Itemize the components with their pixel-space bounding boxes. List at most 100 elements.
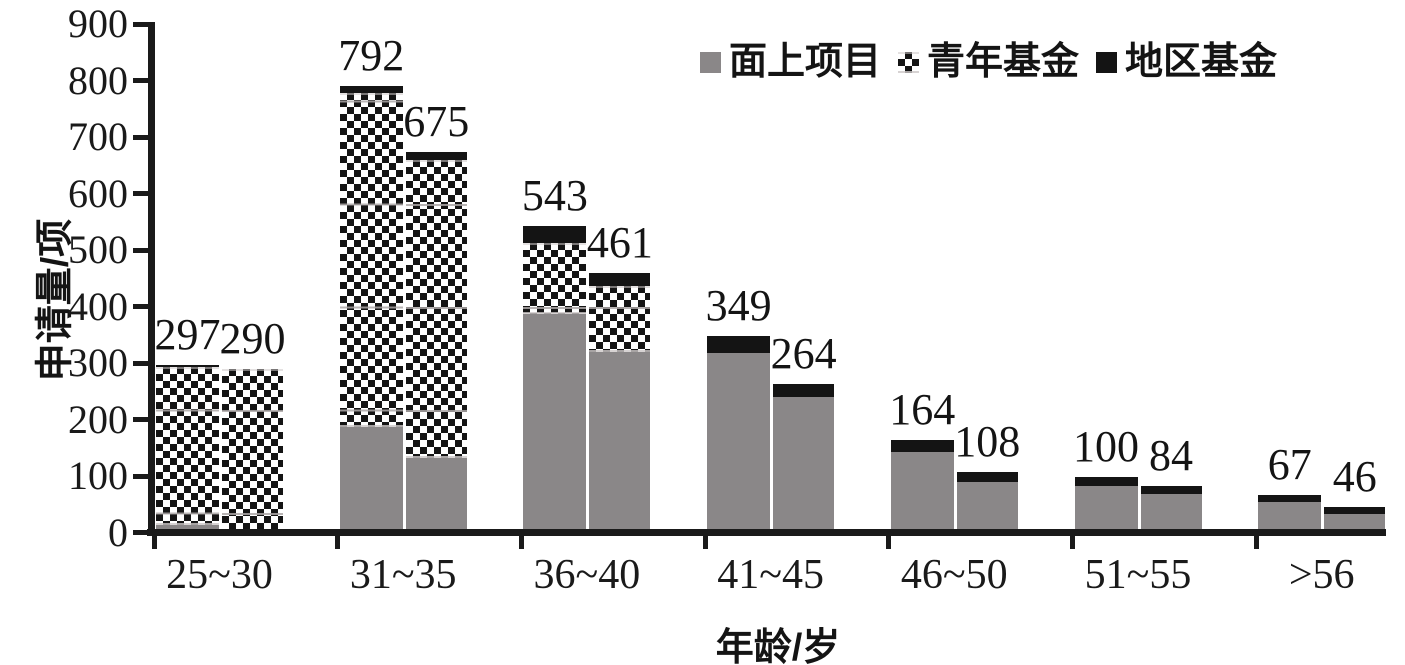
segment-regional-fund <box>773 383 835 398</box>
stacked-bar-51~55-1 <box>1074 476 1138 533</box>
bar-total-label: 792 <box>338 30 405 80</box>
y-axis-line <box>148 22 155 536</box>
x-tick-label: 46~50 <box>900 552 1008 598</box>
segment-general-program <box>523 313 587 533</box>
x-tick-mark <box>335 536 341 549</box>
y-tick-mark <box>133 360 148 366</box>
bar-total-label: 264 <box>770 328 837 378</box>
stacked-bar-46~50-1 <box>890 440 954 533</box>
stacked-bar-31~35-2 <box>405 151 467 533</box>
segment-general-program <box>1324 513 1386 533</box>
y-tick-mark <box>133 473 148 479</box>
segment-regional-fund <box>707 335 771 354</box>
x-tick-label: 36~40 <box>533 552 641 598</box>
bar-total-label: 84 <box>1149 430 1193 480</box>
segment-regional-fund <box>405 151 467 161</box>
segment-regional-fund <box>589 272 651 287</box>
y-tick-mark <box>133 304 148 309</box>
legend-label-youth-fund: 青年基金 <box>927 41 1080 83</box>
y-tick-label: 0 <box>108 509 128 555</box>
stacked-bar-31~35-1 <box>339 85 403 533</box>
stacked-bar-51~55-2 <box>1140 485 1202 533</box>
bar-total-label: 290 <box>219 314 286 364</box>
segment-youth-fund <box>156 367 219 525</box>
x-tick-label: 25~30 <box>166 552 273 598</box>
stacked-bar-46~50-2 <box>956 472 1018 533</box>
y-tick-mark <box>133 191 148 196</box>
legend-label-regional-fund: 地区基金 <box>1125 41 1278 83</box>
x-tick-label: >56 <box>1288 552 1355 598</box>
bar-total-label: 164 <box>889 385 956 435</box>
bar-total-label: 67 <box>1267 440 1312 490</box>
segment-youth-fund <box>222 369 283 533</box>
bar-total-label: 675 <box>403 96 470 146</box>
y-tick-label: 600 <box>68 170 128 216</box>
stacked-bar-41~45-2 <box>773 383 835 533</box>
bar-total-label: 297 <box>154 310 221 360</box>
bar-total-label: 349 <box>705 280 772 330</box>
x-tick-mark <box>151 536 157 549</box>
stacked-bar-41~45-1 <box>707 335 771 533</box>
x-tick-label: 51~55 <box>1084 552 1192 598</box>
y-tick-label: 200 <box>68 396 128 442</box>
stacked-bar->56-2 <box>1324 507 1386 533</box>
legend-swatch-regional-fund-icon <box>1096 51 1118 73</box>
stacked-bar-36~40-1 <box>523 226 587 533</box>
y-tick-mark <box>133 530 148 535</box>
segment-general-program <box>156 524 219 533</box>
segment-general-program <box>773 397 835 533</box>
segment-youth-fund <box>339 93 403 427</box>
segment-regional-fund <box>1140 485 1202 495</box>
segment-general-program <box>890 452 954 533</box>
stacked-bar-25~30-2 <box>222 369 283 533</box>
bar-total-label: 100 <box>1073 421 1139 471</box>
y-tick-label: 700 <box>68 114 128 159</box>
segment-regional-fund <box>523 226 587 244</box>
segment-regional-fund <box>156 365 219 368</box>
bar-total-label: 543 <box>521 171 588 221</box>
y-tick-mark <box>133 134 148 140</box>
stacked-bar-36~40-2 <box>589 272 651 533</box>
x-tick-mark <box>1070 536 1075 549</box>
y-tick-label: 900 <box>68 1 128 46</box>
x-tick-mark <box>886 536 892 549</box>
bar-total-label: 46 <box>1332 452 1377 502</box>
segment-general-program <box>589 352 651 533</box>
segment-youth-fund <box>589 286 651 353</box>
segment-general-program <box>339 426 403 533</box>
segment-regional-fund <box>1324 507 1386 514</box>
x-tick-label: 41~45 <box>717 552 824 598</box>
y-tick-mark <box>133 21 148 27</box>
y-tick-label: 300 <box>68 340 128 385</box>
legend: 面上项目 青年基金 地区基金 <box>700 40 1277 84</box>
segment-general-program <box>707 353 771 533</box>
x-axis-line <box>147 529 1386 536</box>
segment-regional-fund <box>1258 495 1322 502</box>
segment-youth-fund <box>523 243 587 314</box>
x-tick-mark <box>518 536 524 549</box>
bar-total-label: 461 <box>586 217 653 267</box>
y-tick-label: 100 <box>68 453 128 498</box>
bar-total-label: 108 <box>954 416 1021 466</box>
segment-general-program <box>956 482 1018 533</box>
segment-youth-fund <box>405 160 467 459</box>
stacked-bar-25~30-1 <box>156 365 219 533</box>
legend-item-general-program: 面上项目 <box>700 40 881 84</box>
y-tick-label: 800 <box>68 57 128 103</box>
legend-item-regional-fund: 地区基金 <box>1096 40 1277 84</box>
x-tick-mark <box>1253 536 1259 549</box>
y-tick-mark <box>133 417 148 422</box>
segment-general-program <box>1074 486 1138 533</box>
x-axis-title: 年龄/岁 <box>715 627 841 665</box>
segment-regional-fund <box>890 440 954 453</box>
segment-general-program <box>405 458 467 533</box>
stacked-bar->56-1 <box>1258 495 1322 533</box>
legend-swatch-youth-fund-icon <box>898 51 920 73</box>
segment-regional-fund <box>956 472 1018 483</box>
legend-swatch-general-program-icon <box>700 51 721 73</box>
segment-regional-fund <box>339 85 403 94</box>
x-tick-mark <box>702 536 708 549</box>
legend-label-general-program: 面上项目 <box>729 41 882 83</box>
x-tick-label: 31~35 <box>349 552 457 598</box>
